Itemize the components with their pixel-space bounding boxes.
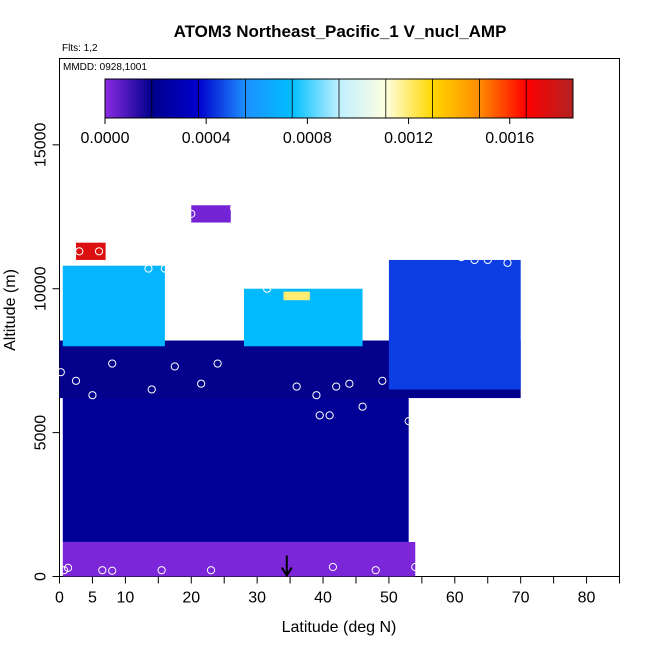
x-tick-label: 30 bbox=[248, 590, 266, 607]
sample-point bbox=[315, 411, 324, 420]
colorbar: 0.0000 0.0004 0.0008 0.0012 0.0016 bbox=[81, 78, 574, 147]
sample-point bbox=[213, 267, 222, 276]
sample-point bbox=[470, 255, 479, 265]
sample-point bbox=[292, 382, 301, 391]
sample-point bbox=[170, 362, 179, 371]
x-tick-label: 70 bbox=[512, 590, 530, 607]
colorbar-tick-label: 0.0012 bbox=[384, 130, 433, 147]
y-tick-label: 5000 bbox=[33, 415, 50, 451]
sample-points-layer bbox=[56, 204, 532, 575]
heat-region-central-plume-core bbox=[283, 291, 310, 301]
sample-point bbox=[56, 368, 65, 377]
sample-point bbox=[229, 204, 239, 213]
colorbar-tick-label: 0.0016 bbox=[485, 130, 534, 147]
sample-point bbox=[63, 563, 73, 572]
sample-point bbox=[483, 255, 492, 265]
sample-point bbox=[318, 275, 328, 285]
sample-point bbox=[358, 402, 367, 411]
sample-point bbox=[127, 252, 137, 262]
sample-point bbox=[305, 278, 314, 288]
sample-point bbox=[75, 247, 84, 256]
sample-point bbox=[404, 417, 413, 426]
x-tick-label: 50 bbox=[380, 590, 398, 607]
sample-point bbox=[94, 247, 104, 256]
x-tick-label: 60 bbox=[446, 590, 464, 607]
chart-title: ATOM3 Northeast_Pacific_1 V_nucl_AMP bbox=[174, 22, 507, 41]
x-tick-label: 20 bbox=[182, 590, 200, 607]
sample-point bbox=[206, 566, 216, 575]
sample-point bbox=[523, 393, 532, 403]
y-tick-label: 15000 bbox=[33, 122, 50, 167]
x-axis-title: Latitude (deg N) bbox=[282, 619, 397, 636]
sample-point bbox=[437, 250, 446, 259]
y-axis-title: Altitude (m) bbox=[2, 269, 19, 351]
sample-point bbox=[160, 264, 170, 273]
colorbar-tick-label: 0.0004 bbox=[182, 130, 231, 147]
y-tick-label: 10000 bbox=[33, 266, 50, 311]
heat-region-top-cap bbox=[191, 205, 231, 223]
latitude-arrow-marker bbox=[280, 555, 293, 578]
sample-point bbox=[108, 566, 117, 575]
heat-region-upper-west-peak bbox=[75, 242, 106, 260]
sample-point bbox=[144, 264, 153, 273]
y-tick-label: 0 bbox=[33, 572, 50, 581]
heat-region-upper-west-plume bbox=[62, 265, 165, 347]
x-tick-label: 0 bbox=[55, 590, 64, 607]
sample-point bbox=[371, 566, 380, 575]
sample-point bbox=[233, 267, 242, 276]
sample-point bbox=[200, 264, 209, 273]
sample-point bbox=[312, 391, 321, 400]
sample-point bbox=[180, 264, 189, 273]
sample-point bbox=[213, 359, 222, 368]
sample-point bbox=[249, 270, 258, 279]
sample-point bbox=[417, 399, 426, 408]
sample-point bbox=[457, 252, 466, 262]
sample-point bbox=[332, 382, 341, 391]
heatmap-layer bbox=[59, 205, 521, 577]
sample-point bbox=[157, 566, 166, 575]
sample-point bbox=[503, 258, 512, 267]
sample-point bbox=[411, 562, 420, 572]
sample-point bbox=[108, 359, 117, 368]
sample-point bbox=[262, 284, 272, 293]
x-tick-label: 5 bbox=[88, 590, 97, 607]
sample-point bbox=[71, 376, 81, 385]
heat-region-low-altitude-band bbox=[62, 541, 416, 577]
sample-point bbox=[197, 379, 206, 388]
sample-point bbox=[325, 411, 334, 420]
x-tick-label: 80 bbox=[578, 590, 596, 607]
mmdd-label: MMDD: 0928,1001 bbox=[63, 62, 147, 73]
sample-point bbox=[147, 385, 156, 394]
x-tick-label: 40 bbox=[314, 590, 332, 607]
sample-point bbox=[328, 562, 338, 572]
heat-region-north-upper bbox=[388, 259, 521, 390]
arrow-head bbox=[280, 566, 293, 578]
x-axis: 0 5 10 20 30 40 50 60 70 80 bbox=[55, 576, 620, 607]
colorbar-tick-label: 0.0008 bbox=[283, 130, 332, 147]
flights-label: Flts: 1,2 bbox=[62, 43, 98, 54]
sample-point bbox=[98, 566, 107, 575]
sample-point bbox=[249, 215, 258, 224]
sample-point bbox=[88, 391, 97, 400]
sample-point bbox=[345, 379, 354, 388]
y-axis: 0 5000 10000 15000 bbox=[33, 122, 60, 581]
sample-point bbox=[187, 209, 196, 218]
sample-point bbox=[60, 566, 69, 575]
colorbar-tick-label: 0.0000 bbox=[81, 130, 130, 147]
x-tick-label: 10 bbox=[116, 590, 134, 607]
sample-point bbox=[351, 261, 361, 270]
sample-point bbox=[378, 376, 387, 385]
